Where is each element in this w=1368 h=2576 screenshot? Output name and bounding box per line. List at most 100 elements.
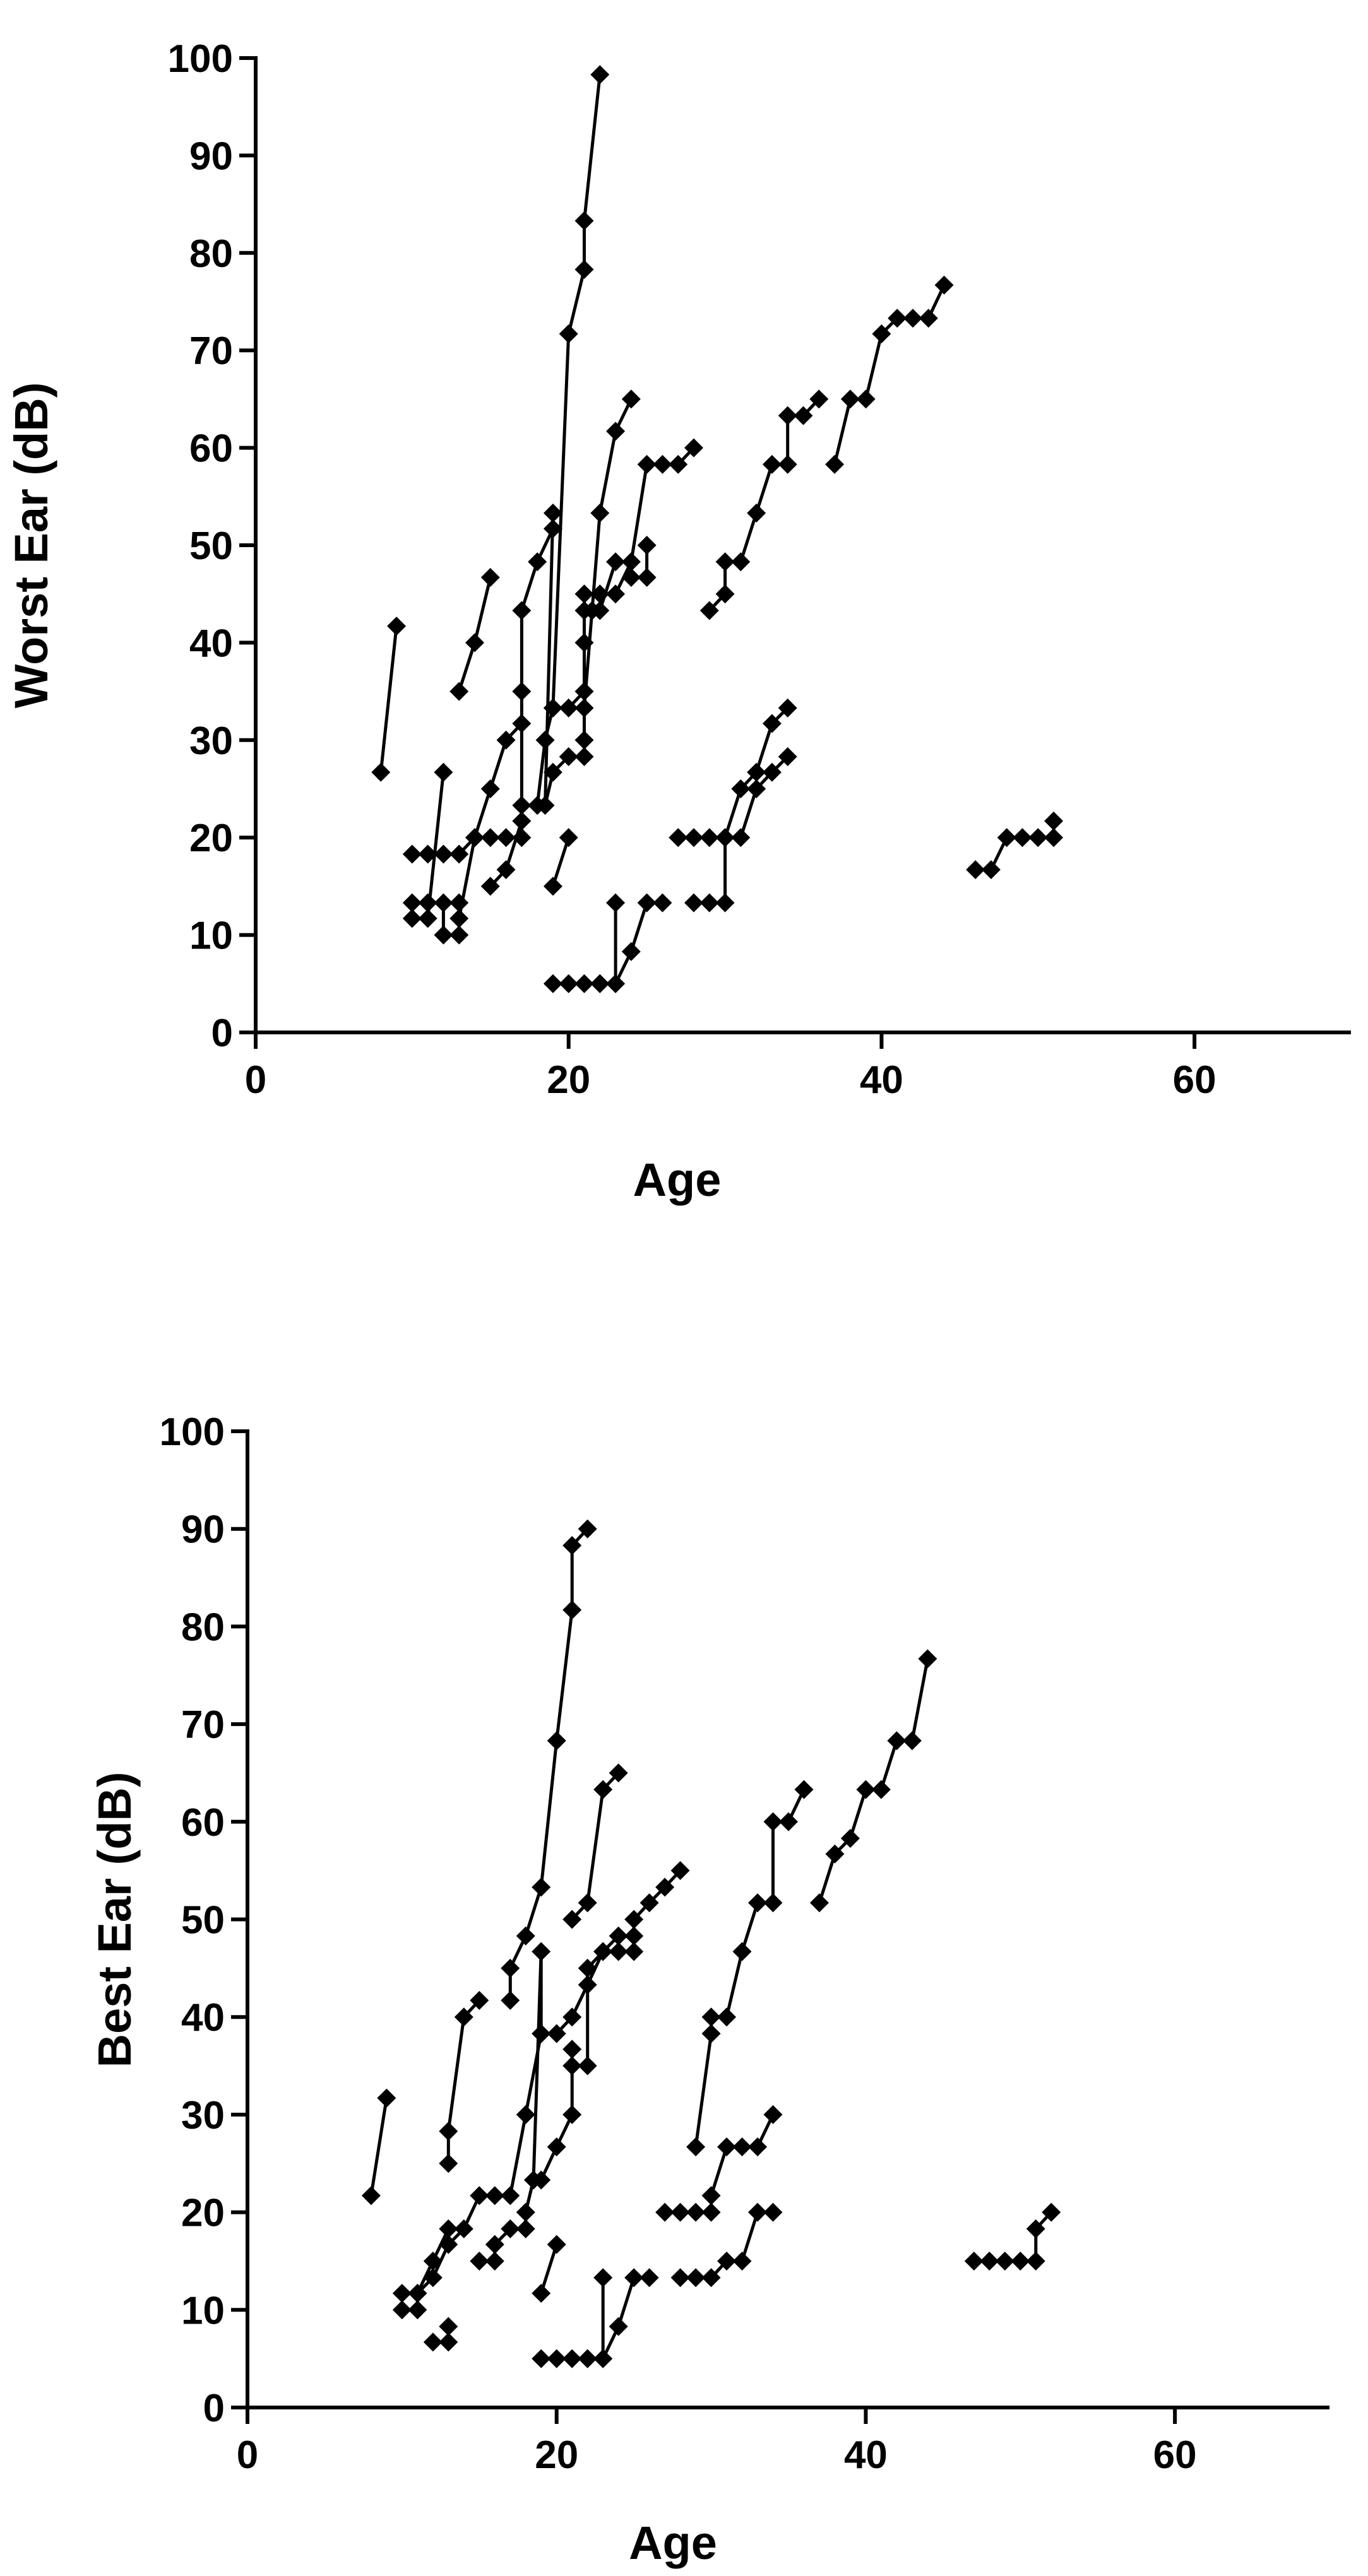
- data-point: [747, 504, 766, 523]
- data-point: [934, 275, 954, 295]
- series-s15: [686, 1780, 814, 2156]
- data-point: [578, 1893, 597, 1913]
- data-point: [543, 762, 562, 782]
- series-s14: [670, 2202, 783, 2288]
- data-point: [1013, 828, 1032, 848]
- data-point: [699, 893, 719, 913]
- data-point: [871, 1780, 891, 1799]
- data-point: [574, 260, 594, 280]
- data-point: [840, 389, 860, 409]
- data-point: [748, 2137, 768, 2156]
- series-s8: [532, 1861, 690, 2190]
- series-s8: [543, 65, 610, 718]
- y-tick-label: 20: [181, 2192, 225, 2235]
- data-point: [621, 942, 641, 961]
- data-point: [778, 454, 797, 474]
- data-point: [480, 877, 500, 896]
- series-line: [489, 398, 633, 888]
- data-point: [559, 747, 578, 767]
- series-s12: [590, 893, 672, 993]
- data-point: [624, 1910, 644, 1929]
- data-point: [547, 2349, 566, 2368]
- data-point: [997, 828, 1016, 848]
- data-point: [747, 762, 766, 782]
- data-point: [501, 1990, 520, 2010]
- data-point: [574, 730, 594, 750]
- series-line: [975, 821, 1056, 871]
- series-s4: [423, 2317, 458, 2352]
- y-tick-label: 70: [181, 1703, 225, 1747]
- data-point: [496, 860, 516, 880]
- data-point: [701, 2186, 721, 2206]
- data-point: [748, 2202, 768, 2222]
- data-point: [606, 422, 626, 441]
- series-s7: [501, 1519, 597, 2010]
- data-point: [593, 1942, 613, 1961]
- data-point: [512, 811, 532, 830]
- y-tick-label: 80: [181, 1605, 225, 1649]
- y-tick-label: 50: [181, 1899, 225, 1942]
- data-point: [606, 893, 626, 913]
- data-point: [670, 1861, 690, 1881]
- data-point: [408, 2284, 427, 2303]
- data-point: [732, 2137, 752, 2156]
- series-line: [379, 625, 398, 773]
- data-point: [684, 438, 703, 458]
- data-point: [547, 2235, 566, 2254]
- data-point: [559, 974, 578, 993]
- data-point: [624, 2268, 644, 2288]
- data-point: [887, 1731, 907, 1751]
- data-point: [794, 406, 813, 425]
- data-point: [578, 1519, 597, 1539]
- data-point: [637, 536, 657, 555]
- data-point: [574, 974, 594, 993]
- data-point: [731, 828, 751, 848]
- data-point: [715, 828, 735, 848]
- data-point: [637, 567, 657, 587]
- data-point: [763, 1812, 783, 1831]
- data-point: [485, 2186, 504, 2206]
- data-point: [434, 925, 453, 945]
- data-point: [590, 601, 610, 620]
- data-point: [684, 828, 703, 848]
- data-point: [590, 65, 610, 85]
- data-point: [701, 2024, 721, 2043]
- data-point: [732, 1942, 752, 1961]
- data-point: [562, 2040, 582, 2059]
- data-point: [512, 682, 532, 701]
- data-point: [361, 2186, 381, 2206]
- x-tick-label: 20: [535, 2433, 578, 2477]
- data-point: [562, 1600, 582, 1620]
- data-point: [418, 909, 437, 928]
- data-point: [402, 844, 422, 864]
- data-point: [470, 2186, 489, 2206]
- y-tick-label: 20: [189, 817, 233, 860]
- data-point: [547, 2137, 566, 2156]
- data-point: [562, 1910, 582, 1929]
- data-point: [439, 2332, 458, 2352]
- data-point: [763, 1893, 783, 1913]
- data-point: [715, 552, 735, 572]
- data-point: [778, 698, 797, 718]
- worst-ear-chart: 0 10 20 30 40 50 60 70 80 90 100 0 20 40 60 Age Worst Ea…: [5, 37, 1351, 1206]
- series-s9: [532, 2235, 566, 2303]
- x-axis-title: Age: [633, 1154, 722, 1206]
- data-point: [480, 779, 500, 798]
- series-line: [539, 2243, 559, 2294]
- data-point: [423, 2251, 443, 2271]
- data-point: [377, 2088, 396, 2108]
- data-point: [701, 2202, 721, 2222]
- series-s3: [402, 893, 469, 945]
- data-point: [809, 389, 829, 409]
- data-point: [454, 2007, 473, 2027]
- data-point: [562, 2349, 582, 2368]
- data-point: [1044, 811, 1064, 830]
- x-tick-label: 0: [245, 1058, 266, 1102]
- data-point: [590, 504, 610, 523]
- series-s16: [825, 275, 954, 474]
- y-tick-label: 40: [189, 622, 233, 665]
- y-tick-label: 80: [189, 232, 233, 276]
- data-point: [402, 893, 422, 913]
- data-point: [686, 2137, 706, 2156]
- series-s17: [966, 811, 1064, 880]
